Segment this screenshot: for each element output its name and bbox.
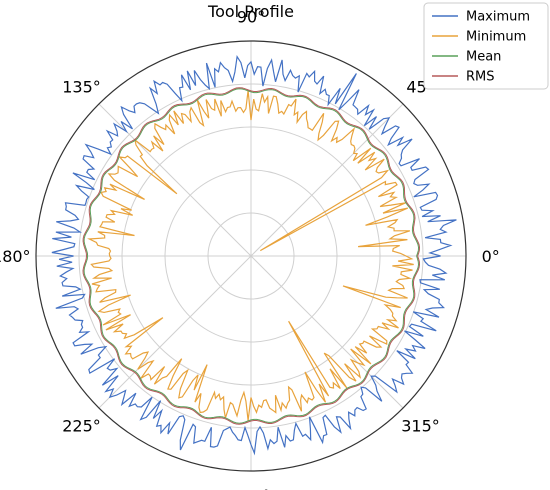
polar-frame [35,40,467,472]
legend-entry-label: Maximum [466,10,530,25]
series-line-minimum [87,90,414,421]
angular-gridline-3 [98,103,252,257]
angle-tick-labels: 0°45°90°135°180°225°270°315° [0,7,500,490]
legend-entry-label: Mean [466,50,501,65]
series-line-maximum [51,55,457,456]
legend-entry-label: Minimum [466,30,526,45]
angle-tick-label: 0° [482,247,500,266]
legend: Maximum Minimum Mean RMS [423,2,549,90]
chart-title: Tool Profile [207,2,294,21]
angle-tick-label: 315° [401,417,440,436]
series-line-rms [82,87,421,425]
angle-tick-label: 180° [0,247,31,266]
angle-tick-label: 225° [62,417,101,436]
series-lines [51,55,457,456]
polar-grid [35,40,467,472]
legend-box [423,2,549,90]
angular-gridline-7 [250,255,404,409]
angle-tick-label: 270° [232,487,271,490]
series-line-mean [83,88,420,424]
angle-tick-label: 135° [62,77,101,96]
angular-gridline-5 [98,255,252,409]
angle-tick-label: 90° [237,7,265,26]
angular-gridline-1 [250,103,404,257]
legend-entry-label: RMS [466,70,495,85]
